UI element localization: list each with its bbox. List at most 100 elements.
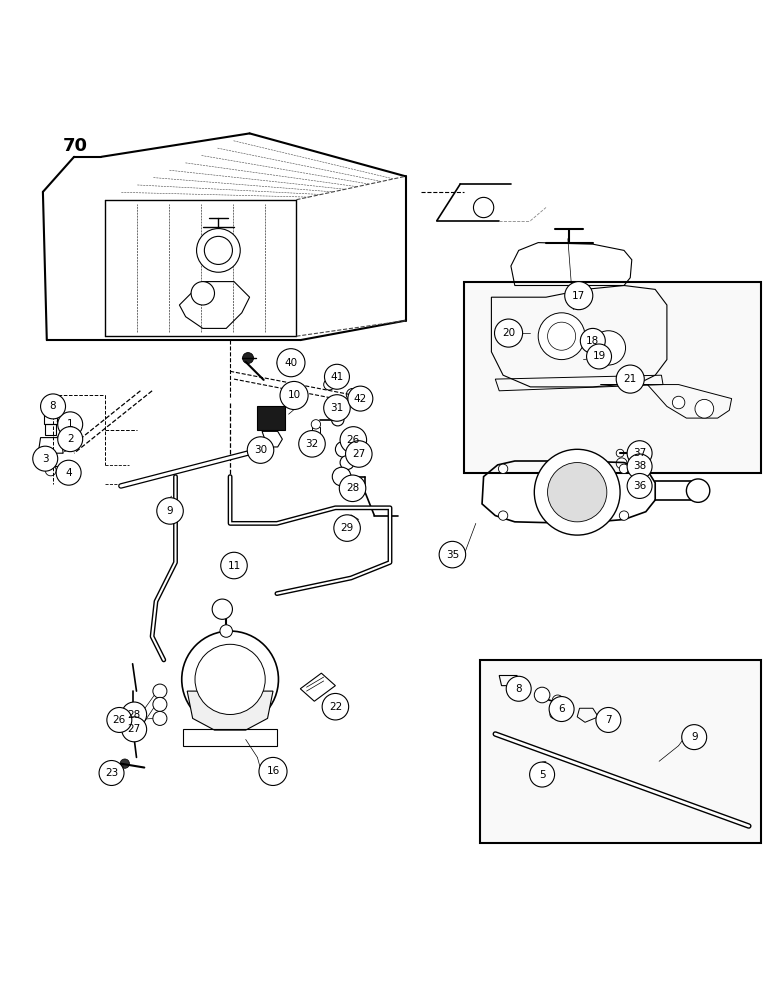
Text: 11: 11	[228, 561, 240, 571]
Circle shape	[548, 322, 576, 350]
Circle shape	[627, 441, 652, 466]
Circle shape	[548, 463, 607, 522]
Text: 9: 9	[691, 732, 697, 742]
Circle shape	[332, 413, 344, 426]
Circle shape	[99, 761, 124, 785]
Circle shape	[195, 644, 265, 714]
Circle shape	[56, 460, 81, 485]
Text: 35: 35	[446, 550, 459, 560]
Text: 19: 19	[593, 351, 605, 361]
Text: 42: 42	[354, 394, 367, 404]
Bar	[464, 282, 760, 473]
Circle shape	[120, 759, 129, 768]
Text: 6: 6	[558, 704, 565, 714]
Bar	[183, 729, 277, 746]
Text: 38: 38	[633, 461, 646, 471]
Circle shape	[322, 693, 349, 720]
Circle shape	[153, 697, 167, 711]
Text: 30: 30	[254, 445, 267, 455]
Text: 41: 41	[331, 372, 343, 382]
Text: 21: 21	[624, 374, 636, 384]
Circle shape	[153, 684, 167, 698]
Circle shape	[335, 442, 351, 457]
Circle shape	[534, 687, 550, 703]
Bar	[480, 660, 760, 843]
Circle shape	[33, 446, 58, 471]
Text: 26: 26	[347, 435, 360, 445]
Bar	[257, 406, 285, 430]
Text: 7: 7	[605, 715, 612, 725]
Circle shape	[324, 395, 350, 421]
Circle shape	[619, 511, 629, 520]
Circle shape	[498, 464, 508, 473]
Circle shape	[58, 412, 83, 437]
Polygon shape	[187, 691, 273, 730]
Text: 28: 28	[346, 483, 359, 493]
Text: 20: 20	[502, 328, 515, 338]
Text: 3: 3	[42, 454, 48, 464]
Text: 70: 70	[62, 137, 87, 155]
Circle shape	[299, 431, 325, 457]
Circle shape	[498, 511, 508, 520]
Circle shape	[346, 441, 372, 467]
Text: 18: 18	[587, 336, 599, 346]
Circle shape	[48, 450, 54, 456]
Circle shape	[221, 552, 247, 579]
Circle shape	[565, 282, 593, 310]
Text: 37: 37	[633, 448, 646, 458]
Circle shape	[682, 725, 707, 750]
Circle shape	[473, 197, 494, 218]
Circle shape	[243, 353, 254, 364]
Text: 10: 10	[288, 390, 300, 400]
Circle shape	[695, 399, 714, 418]
Circle shape	[587, 344, 612, 369]
Circle shape	[686, 479, 710, 502]
Circle shape	[506, 676, 531, 701]
Text: 22: 22	[329, 702, 342, 712]
Circle shape	[122, 717, 147, 742]
Text: 2: 2	[67, 434, 73, 444]
Circle shape	[204, 236, 232, 264]
Circle shape	[58, 427, 83, 452]
Circle shape	[348, 386, 373, 411]
Text: 28: 28	[128, 710, 140, 720]
Text: 27: 27	[353, 449, 365, 459]
Text: 8: 8	[516, 684, 522, 694]
Circle shape	[339, 475, 366, 502]
Circle shape	[277, 349, 305, 377]
Circle shape	[530, 762, 555, 787]
Circle shape	[538, 313, 585, 360]
Circle shape	[340, 427, 367, 453]
Text: 17: 17	[573, 291, 585, 301]
Text: 40: 40	[285, 358, 297, 368]
Circle shape	[324, 364, 349, 389]
Circle shape	[107, 707, 132, 732]
Circle shape	[280, 381, 308, 410]
Text: 26: 26	[113, 715, 126, 725]
Circle shape	[197, 229, 240, 272]
Circle shape	[334, 515, 360, 541]
Circle shape	[591, 331, 626, 365]
Circle shape	[153, 711, 167, 725]
Text: 16: 16	[267, 766, 279, 776]
Circle shape	[346, 388, 359, 401]
Circle shape	[212, 599, 232, 619]
Circle shape	[191, 282, 214, 305]
Circle shape	[552, 695, 563, 706]
Circle shape	[439, 541, 466, 568]
Circle shape	[45, 465, 56, 476]
Text: 23: 23	[105, 768, 118, 778]
Text: 9: 9	[167, 506, 173, 516]
Circle shape	[311, 420, 321, 429]
Circle shape	[616, 365, 644, 393]
Circle shape	[580, 328, 605, 353]
Circle shape	[340, 456, 354, 470]
Text: 8: 8	[50, 401, 56, 411]
Text: 32: 32	[306, 439, 318, 449]
Circle shape	[627, 473, 652, 498]
Circle shape	[41, 394, 66, 419]
Circle shape	[247, 437, 274, 463]
Text: 1: 1	[67, 419, 73, 429]
Text: 29: 29	[341, 523, 353, 533]
Circle shape	[495, 319, 523, 347]
